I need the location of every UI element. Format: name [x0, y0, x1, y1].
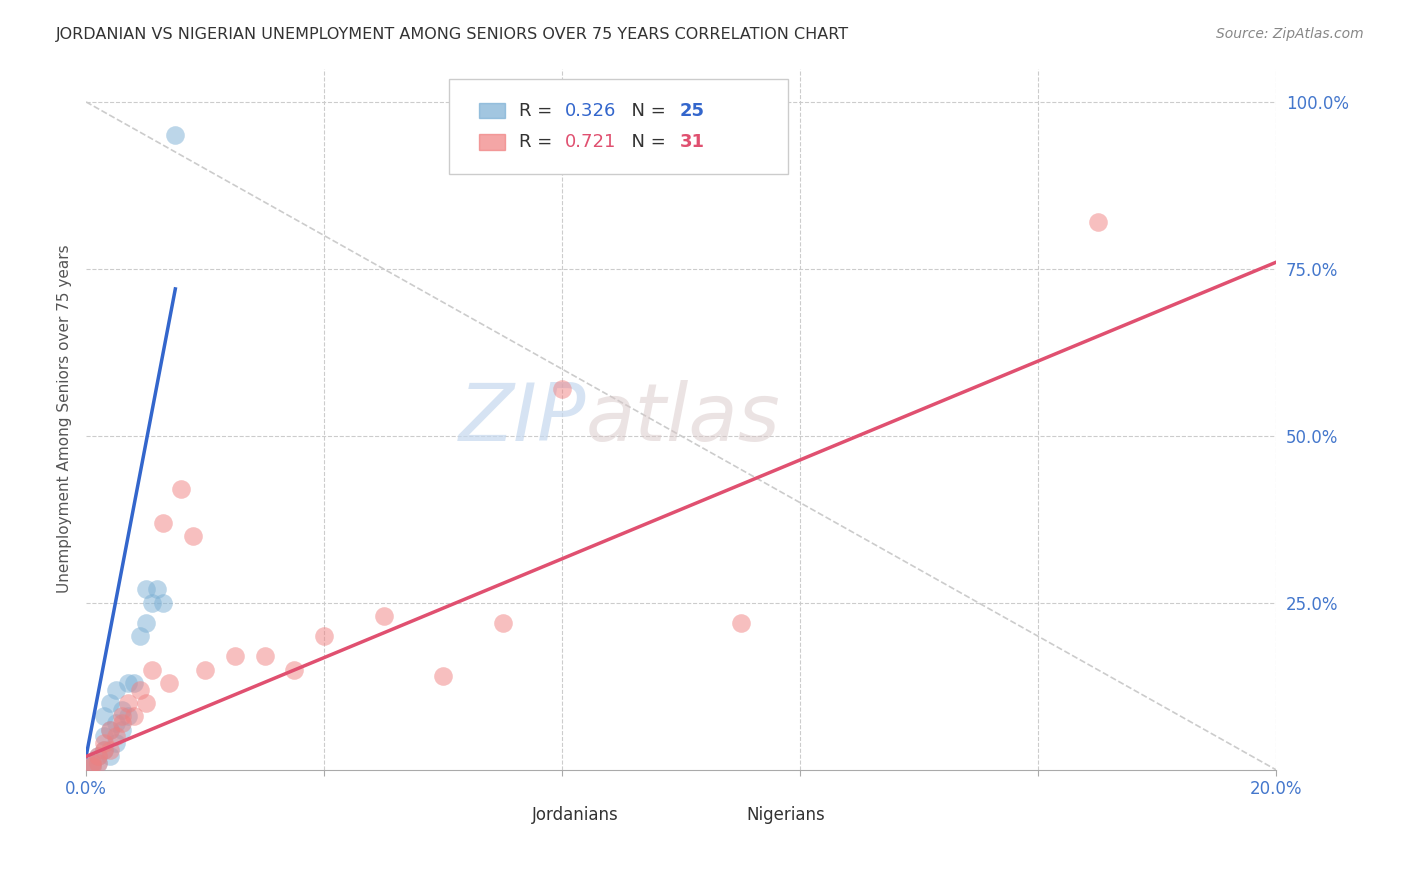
Point — [1087, 215, 1109, 229]
Point — [87, 749, 110, 764]
Point — [152, 516, 174, 530]
Point — [141, 663, 163, 677]
FancyBboxPatch shape — [479, 103, 505, 119]
Point — [122, 709, 145, 723]
FancyBboxPatch shape — [496, 808, 523, 824]
Point — [152, 596, 174, 610]
Point — [98, 723, 121, 737]
FancyBboxPatch shape — [711, 808, 737, 824]
Point — [87, 749, 110, 764]
Point — [253, 649, 276, 664]
Point — [730, 615, 752, 630]
Point — [93, 730, 115, 744]
Point — [111, 716, 134, 731]
Point — [141, 596, 163, 610]
Point — [117, 709, 139, 723]
Point — [157, 676, 180, 690]
Point — [128, 682, 150, 697]
Point — [98, 743, 121, 757]
Point — [98, 723, 121, 737]
FancyBboxPatch shape — [449, 79, 789, 174]
Point — [165, 128, 187, 143]
Text: Jordanians: Jordanians — [533, 806, 619, 824]
Point — [93, 743, 115, 757]
Point — [551, 382, 574, 396]
Point — [283, 663, 305, 677]
Text: N =: N = — [620, 133, 672, 151]
Text: 25: 25 — [681, 102, 704, 120]
Point — [146, 582, 169, 597]
Y-axis label: Unemployment Among Seniors over 75 years: Unemployment Among Seniors over 75 years — [58, 245, 72, 593]
Point — [98, 749, 121, 764]
Point — [312, 629, 335, 643]
Point — [93, 709, 115, 723]
Text: JORDANIAN VS NIGERIAN UNEMPLOYMENT AMONG SENIORS OVER 75 YEARS CORRELATION CHART: JORDANIAN VS NIGERIAN UNEMPLOYMENT AMONG… — [56, 27, 849, 42]
Point — [98, 696, 121, 710]
Point — [111, 709, 134, 723]
Text: ZIP: ZIP — [458, 380, 586, 458]
Point — [135, 696, 157, 710]
Text: R =: R = — [519, 102, 558, 120]
Point — [104, 716, 127, 731]
Point — [80, 756, 103, 771]
Point — [135, 582, 157, 597]
Point — [111, 703, 134, 717]
Point — [80, 759, 103, 773]
Text: R =: R = — [519, 133, 558, 151]
Text: Source: ZipAtlas.com: Source: ZipAtlas.com — [1216, 27, 1364, 41]
Point — [117, 676, 139, 690]
Point — [80, 756, 103, 771]
Text: 0.326: 0.326 — [564, 102, 616, 120]
Point — [93, 736, 115, 750]
Point — [93, 743, 115, 757]
Point — [104, 736, 127, 750]
Point — [128, 629, 150, 643]
Text: N =: N = — [620, 102, 672, 120]
Point — [181, 529, 204, 543]
Point — [491, 615, 513, 630]
Point — [104, 682, 127, 697]
Point — [194, 663, 217, 677]
Point — [373, 609, 395, 624]
Point — [135, 615, 157, 630]
FancyBboxPatch shape — [479, 135, 505, 150]
Point — [87, 756, 110, 771]
Point — [111, 723, 134, 737]
Point — [80, 759, 103, 773]
Point — [104, 730, 127, 744]
Point — [432, 669, 454, 683]
Point — [224, 649, 246, 664]
Point — [117, 696, 139, 710]
Point — [170, 483, 193, 497]
Point — [87, 756, 110, 771]
Point — [122, 676, 145, 690]
Text: 31: 31 — [681, 133, 704, 151]
Text: 0.721: 0.721 — [564, 133, 616, 151]
Text: Nigerians: Nigerians — [747, 806, 825, 824]
Text: atlas: atlas — [586, 380, 780, 458]
